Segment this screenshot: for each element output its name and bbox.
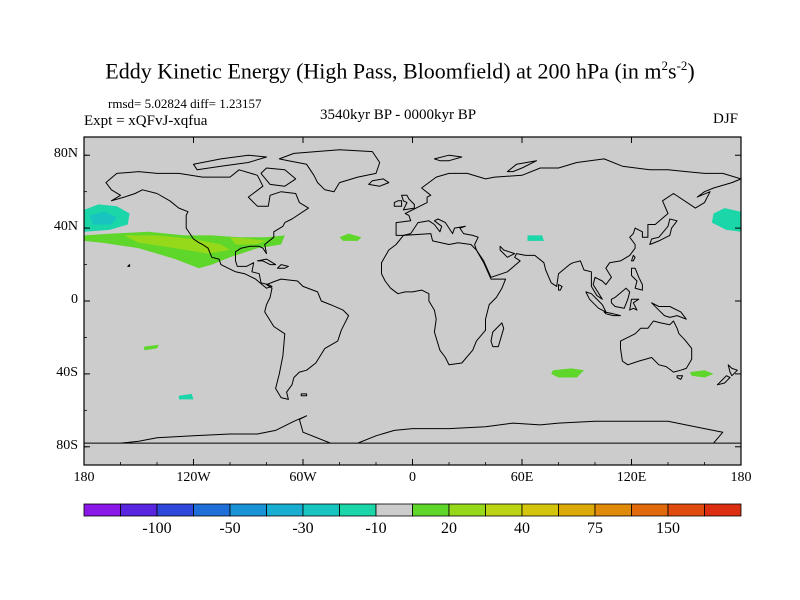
anomaly-south-pacific-green [144, 344, 159, 351]
coastline-falklands [300, 393, 308, 397]
coastline-new-guinea [651, 302, 687, 320]
lon-label: 0 [409, 470, 416, 485]
coastline-north-america [105, 169, 309, 289]
anomaly-layer [84, 204, 741, 400]
coastline-iceland [368, 178, 390, 187]
coastline-java [603, 311, 621, 317]
plot-title: Eddy Kinetic Energy (High Pass, Bloomfie… [0, 58, 800, 84]
lon-label: 180 [730, 470, 752, 485]
colorbar-swatch [631, 503, 669, 517]
coastline-ireland [393, 200, 403, 207]
colorbar-label: -100 [142, 520, 172, 537]
anomaly-mid-atlantic-green [339, 233, 362, 241]
axis-ticks [83, 137, 742, 465]
coastline-taiwan [631, 254, 636, 262]
coastline-philippines [631, 267, 643, 291]
colorbar-label: -30 [292, 520, 314, 537]
coastline-hispaniola [277, 264, 289, 269]
lat-label: 0 [71, 292, 78, 307]
lon-label: 120E [616, 470, 647, 485]
coastline-cuba [256, 258, 277, 266]
colorbar-label: 20 [441, 520, 457, 537]
stats-line: rmsd= 5.02824 diff= 1.23157 [108, 96, 262, 111]
colorbar-label: 150 [656, 520, 680, 537]
title-exponent-1: 2 [661, 58, 669, 73]
anomaly-jet-core-yellowgreen-east [230, 237, 267, 245]
colorbar-swatch [667, 503, 705, 517]
season-label: DJF [712, 111, 738, 127]
anomaly-indian-ocean-green [551, 368, 584, 378]
anomaly-tasman-green [689, 370, 714, 378]
coastline-new-zealand-north [727, 364, 738, 377]
title-end: ) [687, 58, 695, 84]
colorbar-swatch [229, 503, 267, 517]
colorbar-swatch [704, 503, 742, 517]
coastline-madagascar [490, 322, 505, 348]
title-main: Eddy Kinetic Energy (High Pass, Bloomfie… [105, 58, 662, 84]
coastline-new-zealand-south [716, 375, 731, 386]
experiment-label: Expt = xQFvJ-xqfua [84, 113, 208, 129]
coastline-hawaii [127, 264, 131, 267]
colorbar-swatch [302, 503, 340, 517]
colorbar-label: 40 [514, 520, 530, 537]
colorbar-swatch [266, 503, 304, 517]
coastline-tasmania [676, 375, 684, 380]
anomaly-southern-ocean-cyan [178, 393, 194, 400]
colorbar-swatch [412, 503, 450, 517]
coastline-antarctica [84, 415, 741, 444]
coastline-south-america [264, 278, 350, 400]
coastline-canadian-arctic-islands [193, 154, 267, 171]
lat-label: 80S [56, 437, 78, 453]
lon-label: 120W [176, 470, 211, 485]
anomaly-central-asia-cyan [527, 235, 544, 241]
colorbar-swatch [375, 503, 413, 517]
colorbar-swatch [193, 503, 231, 517]
colorbar-swatch [339, 503, 377, 517]
lon-label: 60W [289, 470, 317, 485]
coastline-novaya-zemlya [506, 160, 538, 173]
colorbar-label: 75 [587, 520, 603, 537]
colorbar-swatch [156, 503, 194, 517]
lat-label: 80N [53, 146, 78, 162]
colorbar-swatch [448, 503, 486, 517]
coastline-japan [649, 218, 678, 245]
anomaly-jet-core-yellowgreen [124, 235, 230, 254]
coastline-baffin-island [260, 167, 297, 187]
colorbar-swatch [521, 503, 559, 517]
colorbar-swatch [83, 503, 121, 517]
coastline-sri-lanka [558, 284, 563, 291]
colorbar-label: -10 [365, 520, 387, 537]
coastline-greenland [278, 149, 381, 193]
coastline-borneo [610, 287, 631, 309]
colorbar-swatch [485, 503, 523, 517]
title-exponent-2: -2 [676, 58, 688, 73]
coastline-layer [84, 149, 741, 444]
title-mid: s [668, 58, 677, 84]
lon-label: 180 [73, 470, 95, 485]
map-background [84, 137, 741, 465]
anomaly-north-pacific-east-cyan [711, 208, 741, 232]
anomaly-north-pacific-core-blue [89, 211, 117, 225]
lat-label: 40S [56, 364, 78, 380]
colorbar-swatch [558, 503, 596, 517]
coastline-arabia-gulf-fix [499, 245, 516, 258]
coastline-australia [620, 320, 693, 373]
coastline-great-britain [401, 194, 415, 211]
period-label: 3540kyr BP - 0000kyr BP [320, 107, 477, 123]
lat-label: 40N [53, 219, 78, 235]
coastline-svalbard [433, 154, 463, 162]
coastline-africa [381, 233, 507, 366]
colorbar-label: -50 [219, 520, 241, 537]
colorbar-swatch [594, 503, 632, 517]
coastline-sulawesi [629, 298, 640, 311]
colorbar [83, 503, 742, 517]
coastline-eurasia [395, 158, 741, 300]
lon-label: 60E [510, 470, 534, 485]
colorbar-swatch [120, 503, 158, 517]
